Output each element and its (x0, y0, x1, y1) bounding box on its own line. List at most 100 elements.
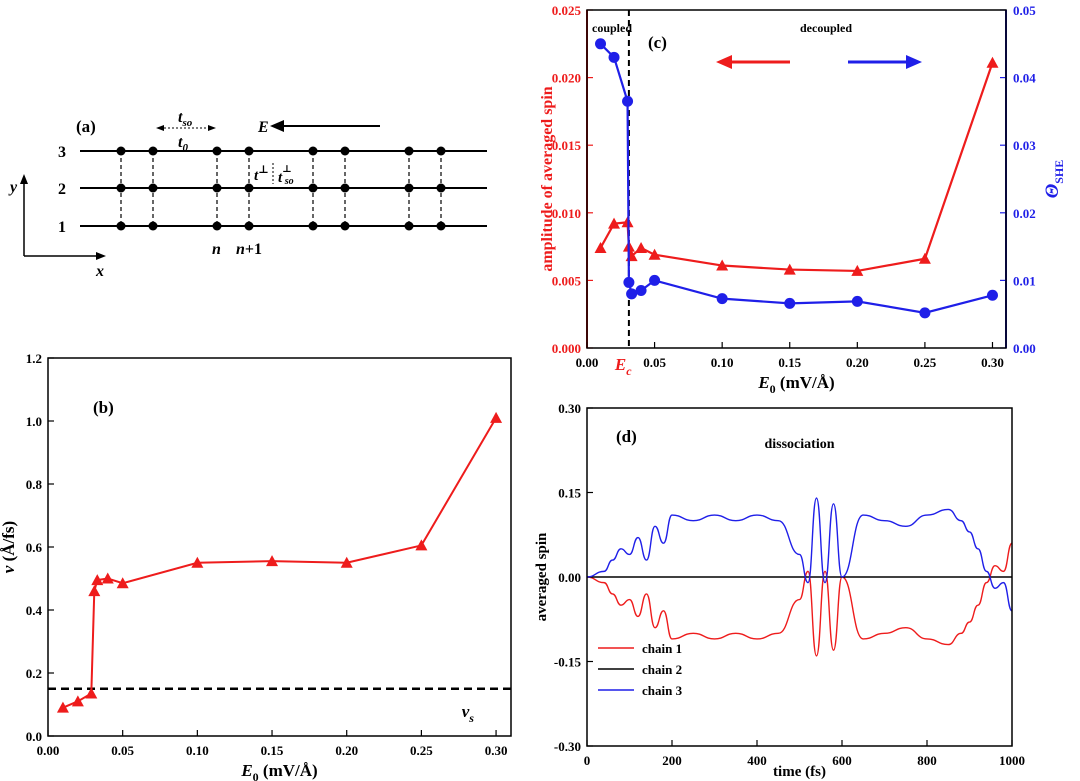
legend-label: chain 1 (642, 641, 682, 656)
she-angle-point (595, 38, 607, 50)
lattice-site (212, 221, 222, 231)
she-angle-point (608, 51, 620, 63)
x-tick-label: 0.30 (485, 743, 508, 758)
legend-label: chain 3 (642, 683, 683, 698)
t-perp-label: t⊥ (254, 164, 269, 184)
x-tick-label: 0.25 (914, 355, 937, 370)
spin-series-chain-1 (586, 542, 1013, 657)
amplitude-point (716, 259, 729, 271)
panel-b-threshold-label: vs (462, 702, 475, 725)
coord-x-arrowhead (96, 252, 106, 260)
velocity-point (91, 574, 104, 586)
velocity-point (101, 572, 114, 584)
x-tick-label: 0.10 (186, 743, 209, 758)
she-angle-point (622, 95, 634, 107)
y-tick-label: 0.8 (26, 477, 43, 492)
panel-c-series (594, 10, 999, 348)
velocity-point (266, 555, 279, 567)
t-so-perp-label: t⊥ so (278, 164, 294, 187)
y2-tick-label: 0.03 (1013, 138, 1036, 153)
lattice-site (148, 221, 158, 231)
lattice-site (436, 183, 446, 193)
lattice-site (148, 146, 158, 156)
she-angle-line (599, 43, 993, 314)
panel-d-x-axis-label: time (fs) (773, 764, 826, 780)
y-tick-label: 0.6 (26, 540, 43, 555)
velocity-point (191, 556, 204, 568)
y-tick-label: 0.010 (552, 206, 581, 221)
velocity-point (71, 695, 84, 707)
lattice-site (212, 183, 222, 193)
velocity-line (62, 417, 497, 709)
she-angle-point (986, 289, 998, 301)
y2-tick-label: 0.00 (1013, 341, 1036, 356)
x-tick-label: 0.20 (846, 355, 869, 370)
y-tick-label: 0.0 (26, 729, 42, 744)
lattice-site (436, 146, 446, 156)
panel-d-label: (d) (616, 427, 637, 446)
y-tick-label: 1.0 (26, 414, 42, 429)
she-angle-point (623, 276, 635, 288)
legend-label: chain 2 (642, 662, 682, 677)
panel-b-label: (b) (93, 398, 114, 417)
panel-b-velocity-chart: 0.00 0.05 0.10 0.15 0.20 0.25 0.30 0.0 0.2 0.4 0.6… (0, 351, 512, 781)
panel-d-title: dissociation (764, 437, 834, 452)
y-tick-label: 0.020 (552, 71, 581, 86)
amplitude-point (851, 264, 864, 276)
y-tick-label: -0.15 (554, 655, 582, 670)
x-tick-label: 0.05 (111, 743, 134, 758)
velocity-point (490, 411, 503, 423)
right-arrow-head (906, 55, 922, 69)
lattice-site (244, 183, 254, 193)
chain-label-2: 2 (58, 181, 66, 198)
site-n1-label: n+1 (236, 241, 262, 258)
amplitude-point (986, 56, 999, 68)
field-arrowhead (270, 120, 284, 132)
lattice-site (116, 183, 126, 193)
x-tick-label: 200 (662, 753, 682, 768)
amplitude-point (635, 241, 648, 253)
velocity-point (340, 556, 353, 568)
y2-tick-label: 0.04 (1013, 71, 1036, 86)
panel-d-y-axis-label: averaged spin (534, 532, 550, 621)
x-tick-label: 0.30 (981, 355, 1004, 370)
panel-b-series (48, 411, 511, 713)
y-tick-label: 0.015 (552, 138, 582, 153)
amplitude-line (599, 62, 994, 273)
panel-c-critical-field-label: Ec (614, 355, 632, 378)
velocity-point (85, 687, 98, 699)
y-tick-label: 0.4 (26, 603, 43, 618)
lattice-site (436, 221, 446, 231)
she-angle-point (635, 285, 647, 297)
x-tick-label: 0 (584, 753, 591, 768)
x-tick-label: 0.00 (576, 355, 599, 370)
lattice-site (308, 146, 318, 156)
x-tick-label: 0.20 (335, 743, 358, 758)
x-tick-label: 0.05 (643, 355, 666, 370)
y-tick-label: 0.15 (558, 486, 581, 501)
lattice-site (404, 146, 414, 156)
she-angle-point (649, 274, 661, 286)
y2-tick-label: 0.01 (1013, 273, 1036, 288)
lattice-site (308, 221, 318, 231)
lattice-site (340, 146, 350, 156)
panel-c-label: (c) (648, 33, 667, 52)
y-tick-label: 0.000 (552, 341, 581, 356)
x-tick-label: 0.15 (261, 743, 284, 758)
panel-d-spin-dynamics-chart: 0 200 400 600 800 1000-0.30-0.150.000.150.30 … (534, 401, 1025, 780)
panel-c-ticks: 0.00 0.05 0.10 0.15 0.20 0.25 0.30 0.000 0.005 0.… (552, 3, 1037, 370)
panel-b-x-axis-label: E0 (mV/Å) (240, 761, 317, 781)
lattice-site (148, 183, 158, 193)
lattice-site (116, 146, 126, 156)
panel-c-left-y-axis-label: amplitude of averaged spin (539, 86, 556, 271)
panel-c-right-y-axis-label: ΘSHE (1042, 160, 1066, 199)
y-tick-label: 0.30 (558, 401, 581, 416)
t-so-label: tso (178, 109, 193, 129)
coord-x-label: x (95, 263, 104, 280)
she-angle-point (626, 288, 638, 300)
panel-a-lattice-schematic: (a) 3 2 1 tso t0 E t⊥ t⊥ so n n+1 y x (8, 109, 487, 280)
amplitude-point (608, 217, 621, 229)
amplitude-point (648, 248, 661, 260)
panel-c-frame (586, 9, 1007, 349)
velocity-point (88, 585, 101, 597)
